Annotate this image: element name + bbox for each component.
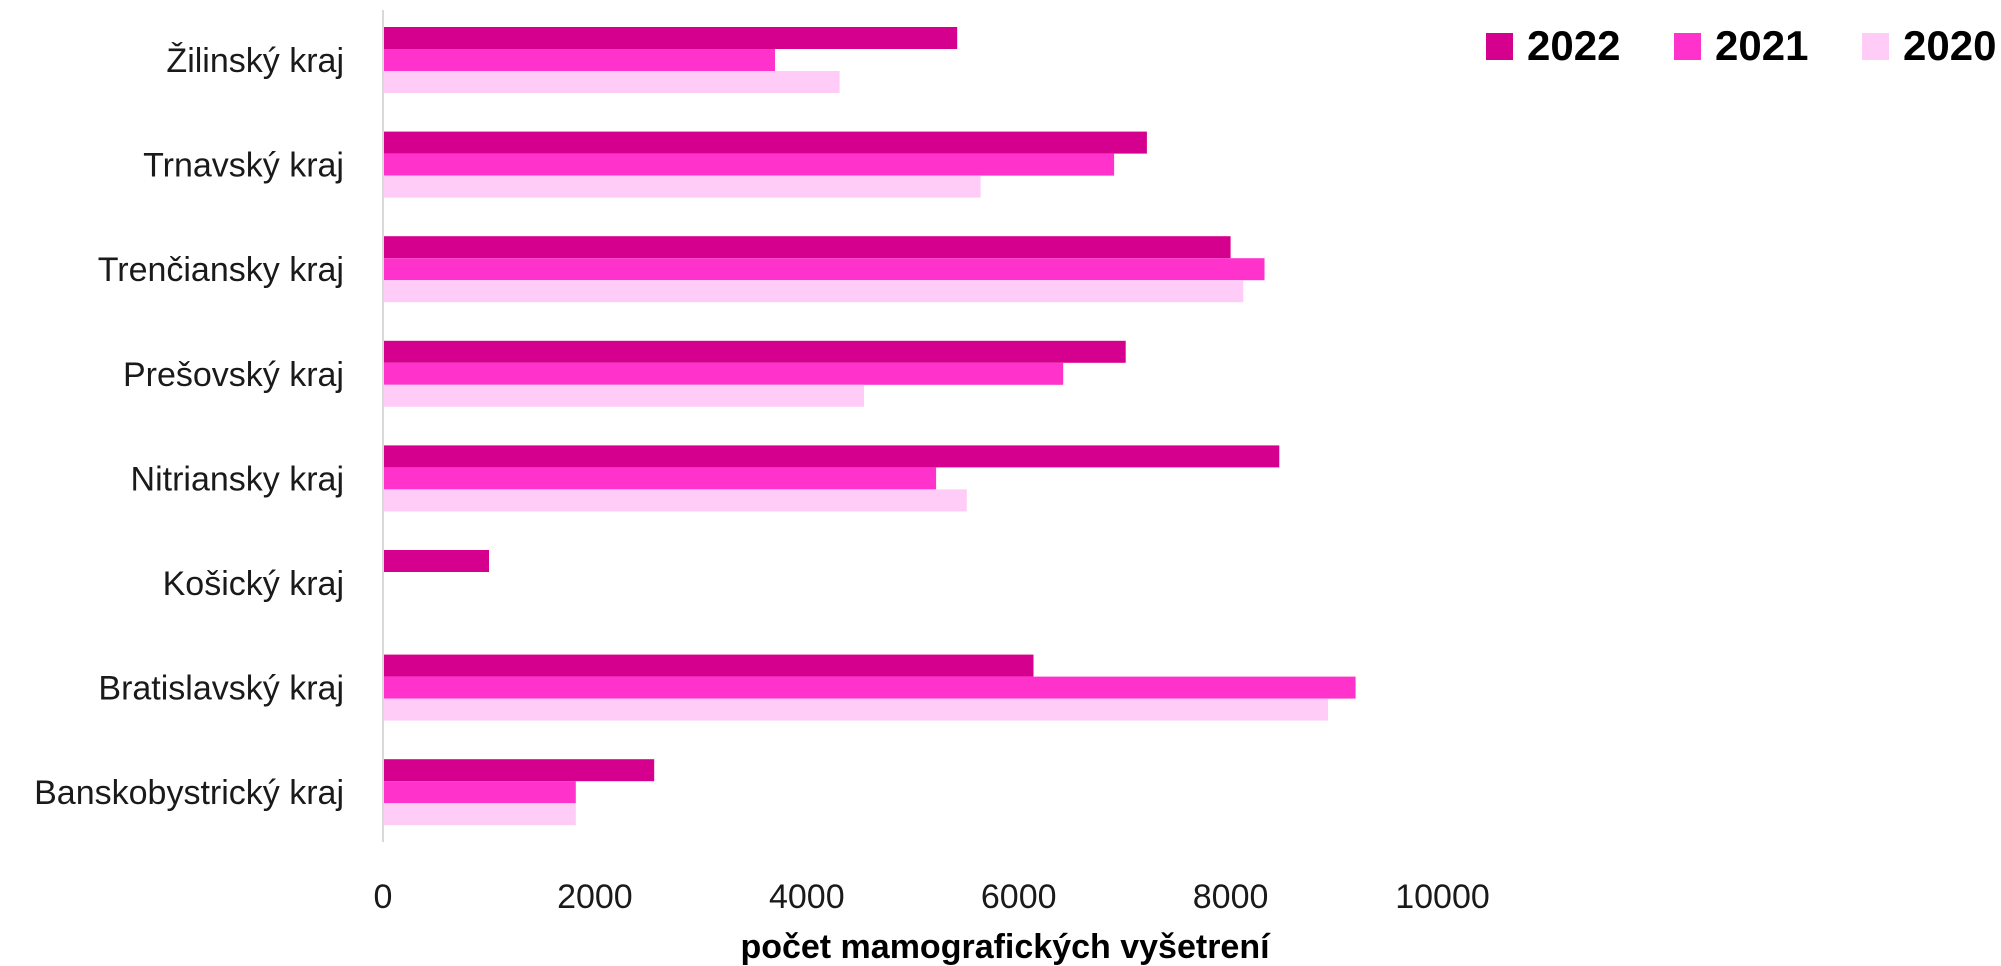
x-tick-label: 10000 bbox=[1395, 878, 1490, 916]
legend-label-2022: 2022 bbox=[1527, 22, 1620, 69]
bar-zilinsky-kraj-2021 bbox=[383, 49, 775, 71]
bar-presovsky-kraj-2020 bbox=[383, 384, 864, 407]
bar-bratislavsky-kraj-2022 bbox=[383, 654, 1034, 677]
bar-nitriansky-kraj-2020 bbox=[383, 489, 967, 512]
category-label: Trnavský kraj bbox=[143, 147, 344, 185]
bar-trenciansky-kraj-2020 bbox=[383, 280, 1244, 303]
bar-kosicky-kraj-2022 bbox=[383, 550, 489, 572]
legend-label-2021: 2021 bbox=[1715, 22, 1808, 69]
bars-group bbox=[383, 27, 1356, 826]
category-label: Banskobystrický kraj bbox=[34, 774, 344, 812]
legend: 2022 2021 2020 bbox=[1486, 22, 1996, 69]
x-tick-labels: 0 2000 4000 6000 8000 10000 bbox=[374, 878, 1490, 916]
legend-label-2020: 2020 bbox=[1903, 22, 1996, 69]
category-label: Prešovský kraj bbox=[123, 356, 344, 394]
legend-swatch-2020 bbox=[1862, 33, 1889, 60]
category-label: Trenčiansky kraj bbox=[98, 251, 344, 289]
legend-swatch-2021 bbox=[1674, 33, 1701, 60]
bar-trenciansky-kraj-2022 bbox=[383, 236, 1231, 259]
x-tick-label: 6000 bbox=[981, 878, 1057, 916]
bar-nitriansky-kraj-2022 bbox=[383, 445, 1280, 468]
x-tick-label: 2000 bbox=[557, 878, 633, 916]
legend-swatch-2022 bbox=[1486, 33, 1513, 60]
category-label: Nitriansky kraj bbox=[131, 460, 344, 498]
bar-trenciansky-kraj-2021 bbox=[383, 258, 1265, 281]
bar-presovsky-kraj-2022 bbox=[383, 340, 1126, 363]
bar-bratislavsky-kraj-2020 bbox=[383, 698, 1329, 721]
bar-trnavsky-kraj-2021 bbox=[383, 153, 1115, 176]
category-label: Žilinský kraj bbox=[166, 42, 344, 80]
category-label: Košický kraj bbox=[163, 565, 344, 603]
bar-nitriansky-kraj-2021 bbox=[383, 467, 937, 490]
x-tick-label: 8000 bbox=[1193, 878, 1269, 916]
bar-trnavsky-kraj-2020 bbox=[383, 175, 981, 198]
bar-banskobystricky-kraj-2022 bbox=[383, 759, 655, 782]
bar-banskobystricky-kraj-2021 bbox=[383, 781, 576, 804]
bar-presovsky-kraj-2021 bbox=[383, 362, 1064, 385]
bar-bratislavsky-kraj-2021 bbox=[383, 676, 1356, 699]
category-label: Bratislavský kraj bbox=[98, 670, 344, 708]
bar-zilinsky-kraj-2020 bbox=[383, 71, 840, 93]
bar-banskobystricky-kraj-2020 bbox=[383, 803, 576, 826]
bar-zilinsky-kraj-2022 bbox=[383, 27, 958, 49]
x-tick-label: 0 bbox=[374, 878, 393, 916]
x-axis-title: počet mamografických vyšetrení bbox=[740, 928, 1271, 966]
bar-trnavsky-kraj-2022 bbox=[383, 131, 1147, 154]
x-tick-label: 4000 bbox=[769, 878, 845, 916]
category-labels: Žilinský kraj Trnavský kraj Trenčiansky kr… bbox=[34, 42, 344, 812]
